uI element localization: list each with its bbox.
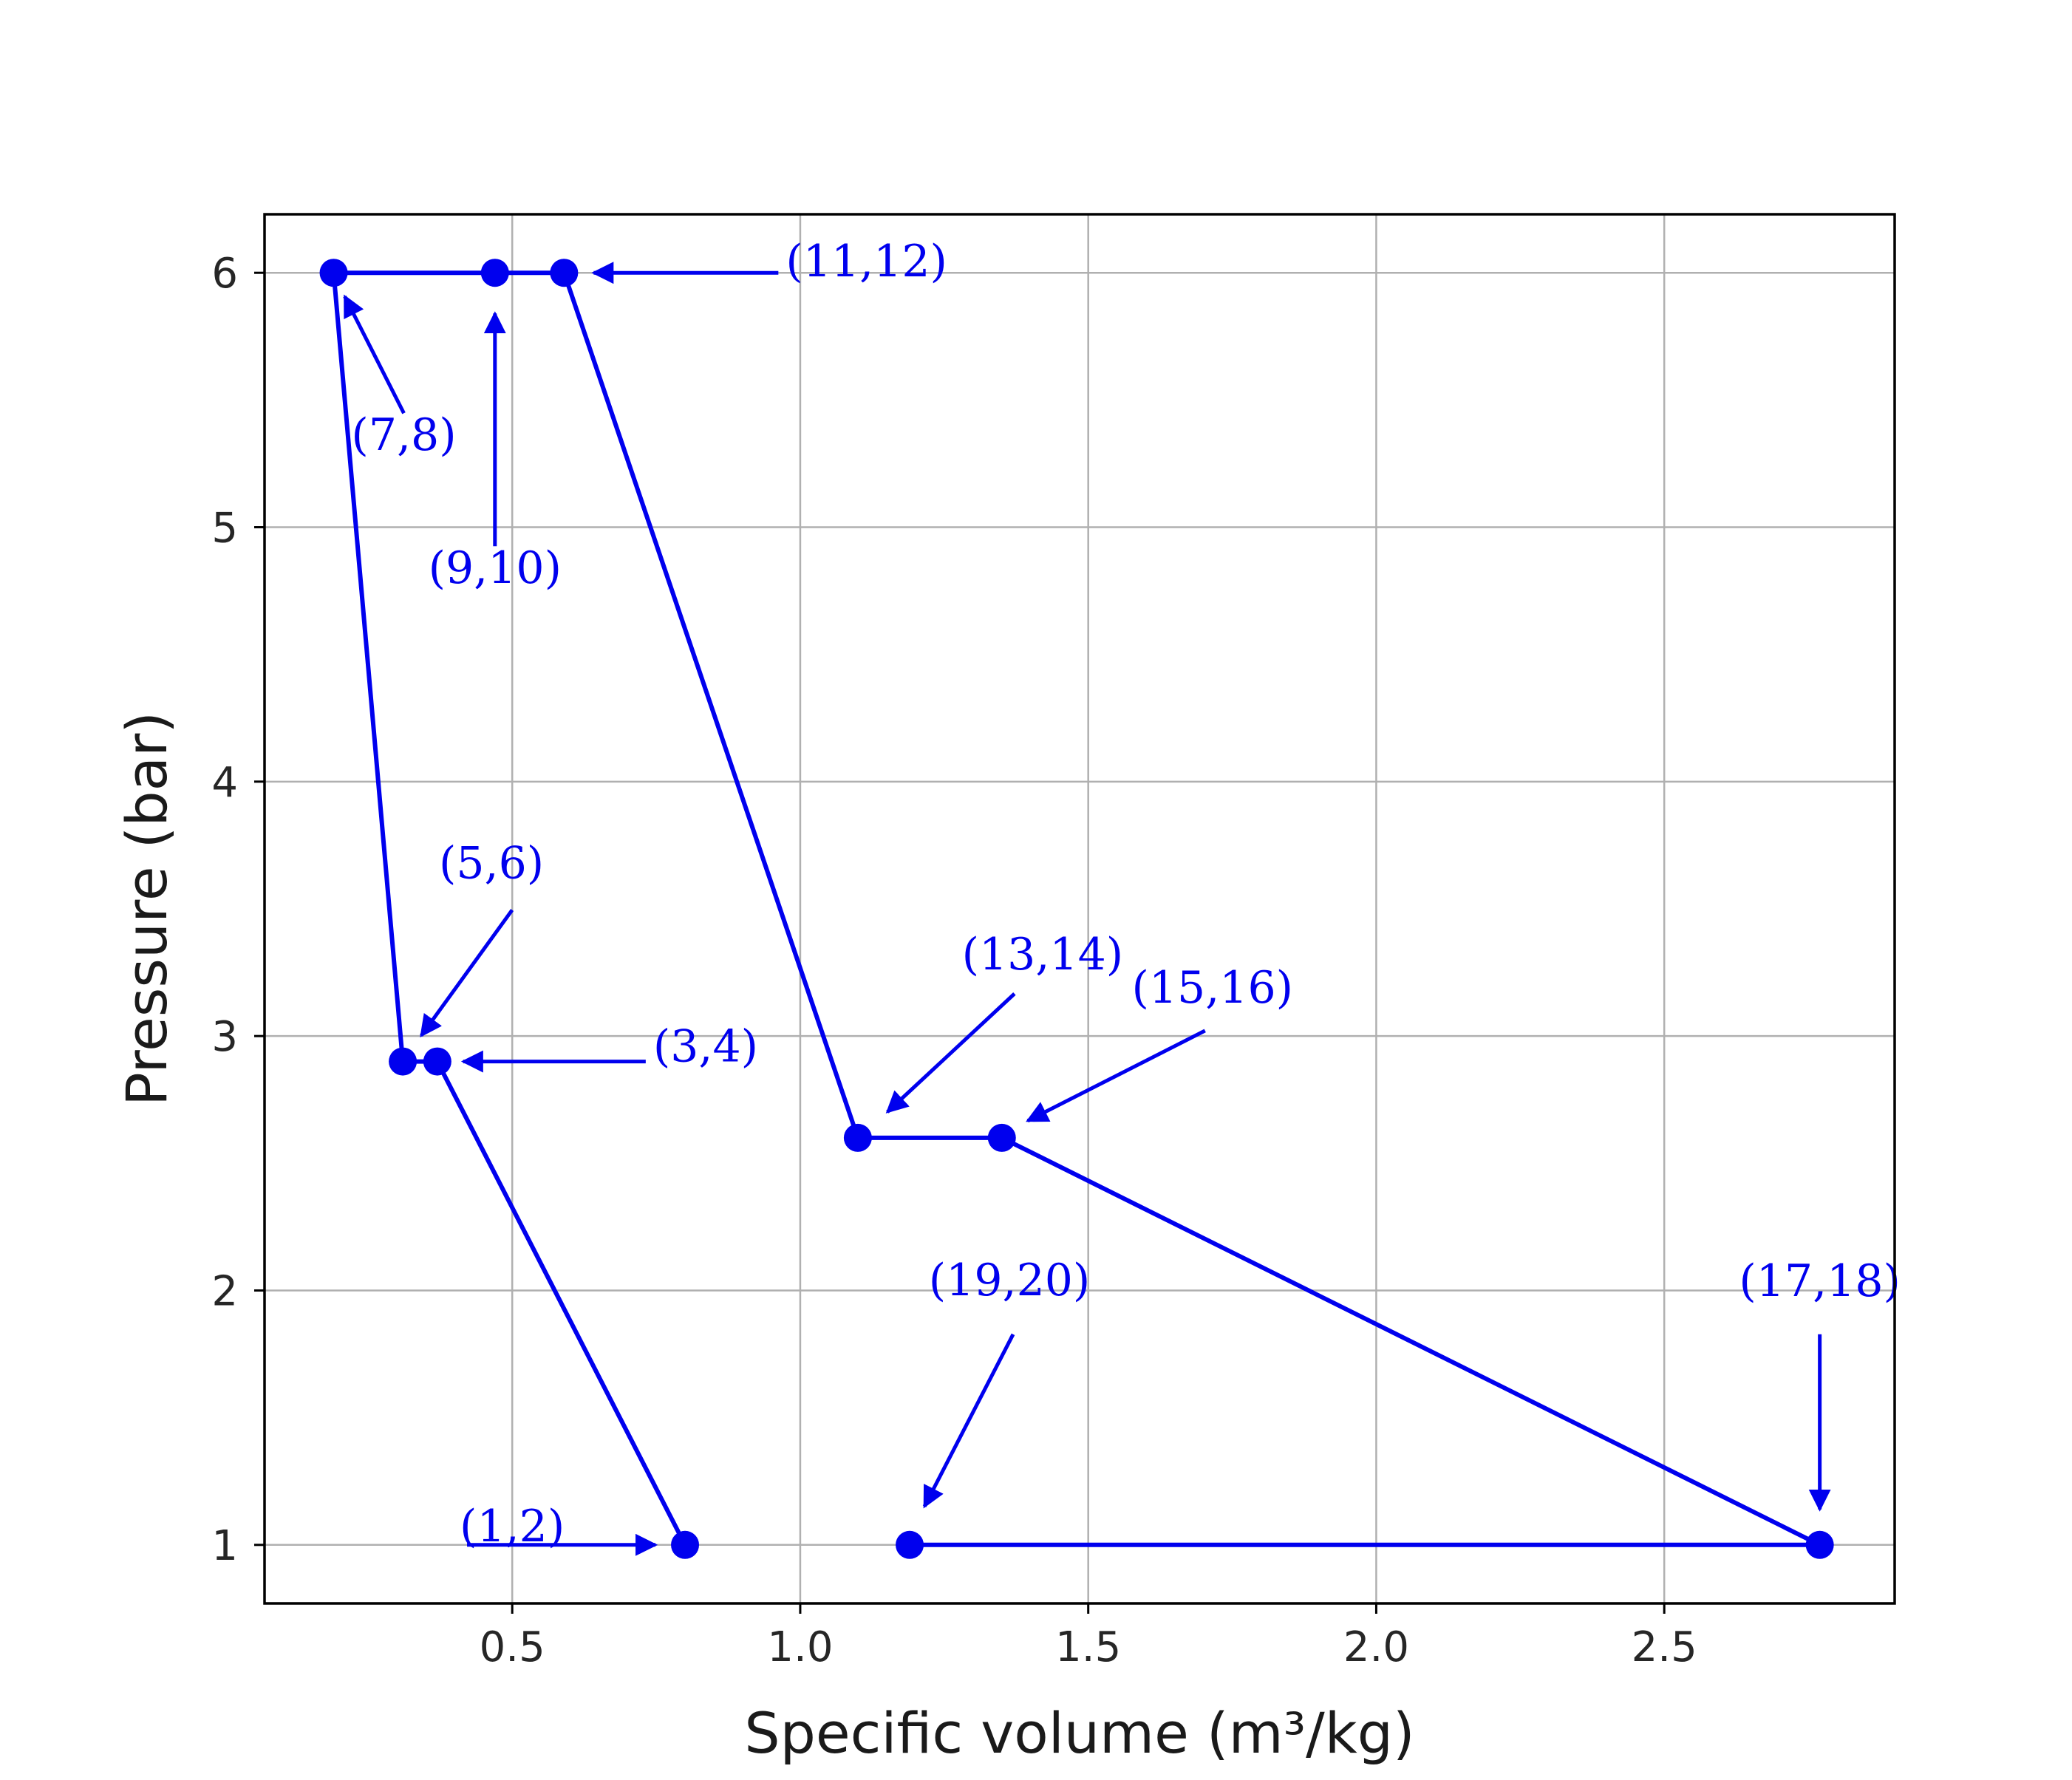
plot-frame — [263, 213, 1896, 1605]
annotation: (19,20) — [922, 1255, 1091, 1509]
x-tick-label: 1.5 — [1055, 1623, 1121, 1671]
grid — [265, 214, 1895, 1603]
x-tick-label: 2.0 — [1343, 1623, 1409, 1671]
annotation-label: (17,18) — [1739, 1255, 1901, 1307]
annotation-label: (9,10) — [429, 542, 562, 594]
data-point — [423, 1047, 451, 1076]
x-tick-label: 2.5 — [1632, 1623, 1697, 1671]
data-points — [319, 259, 1834, 1559]
annotation-label: (13,14) — [962, 929, 1124, 981]
y-tick-label: 3 — [211, 1013, 238, 1061]
y-axis-ticks: 1 2 3 4 5 6 — [211, 250, 265, 1570]
data-point — [480, 259, 509, 287]
series-line — [331, 270, 1822, 1547]
data-point — [389, 1047, 418, 1076]
y-axis-label: Pressure (bar) — [114, 712, 180, 1106]
data-point — [319, 259, 348, 287]
series-polyline — [331, 270, 1822, 1547]
x-axis-label: Specific volume (m³/kg) — [744, 1700, 1414, 1766]
annotation-arrow — [420, 909, 514, 1038]
y-tick-label: 6 — [211, 250, 238, 298]
x-tick-label: 0.5 — [480, 1623, 545, 1671]
annotation: (7,8) — [343, 294, 457, 461]
annotation-arrow — [885, 992, 1016, 1114]
annotation-arrow — [343, 294, 406, 415]
annotation-label: (7,8) — [351, 409, 456, 461]
annotation: (9,10) — [429, 311, 562, 594]
annotation-label: (3,4) — [653, 1021, 758, 1073]
y-tick-label: 4 — [211, 759, 238, 807]
data-point — [843, 1123, 872, 1152]
annotation: (11,12) — [591, 236, 947, 287]
annotation: (15,16) — [1026, 962, 1293, 1123]
annotation: (17,18) — [1739, 1255, 1901, 1512]
annotation: (5,6) — [420, 838, 544, 1038]
y-tick-label: 1 — [211, 1522, 238, 1570]
annotation: (3,4) — [460, 1021, 758, 1073]
data-point — [550, 259, 579, 287]
annotations: (1,2) (3,4) (5,6) (7,8) (9,10) (11,12) (13,14)… — [343, 236, 1901, 1556]
data-point — [671, 1530, 700, 1559]
annotation-arrow — [922, 1333, 1015, 1509]
x-tick-label: 1.0 — [767, 1623, 833, 1671]
annotation: (13,14) — [885, 929, 1124, 1114]
data-point — [987, 1123, 1016, 1152]
annotation: (1,2) — [460, 1501, 658, 1556]
x-axis-ticks: 0.5 1.0 1.5 2.0 2.5 — [480, 1603, 1697, 1671]
data-point — [896, 1530, 924, 1559]
annotation-label: (11,12) — [785, 236, 947, 287]
y-tick-label: 2 — [211, 1267, 238, 1315]
annotation-label: (1,2) — [460, 1501, 565, 1552]
annotation-label: (5,6) — [439, 838, 544, 890]
data-point — [1805, 1530, 1834, 1559]
annotation-label: (19,20) — [929, 1255, 1091, 1306]
annotation-arrow — [1026, 1029, 1206, 1123]
y-tick-label: 5 — [211, 505, 238, 553]
annotation-label: (15,16) — [1131, 962, 1293, 1014]
